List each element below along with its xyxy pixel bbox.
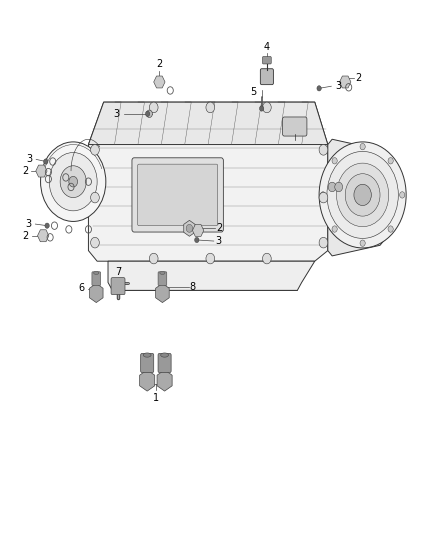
- Text: 2: 2: [22, 231, 28, 241]
- Text: 6: 6: [79, 282, 85, 293]
- FancyBboxPatch shape: [158, 353, 171, 373]
- Circle shape: [399, 192, 405, 198]
- Circle shape: [319, 144, 328, 155]
- Polygon shape: [157, 370, 172, 391]
- Circle shape: [41, 142, 106, 221]
- Text: 3: 3: [113, 109, 120, 119]
- Polygon shape: [328, 139, 397, 256]
- Circle shape: [194, 237, 199, 243]
- Polygon shape: [108, 261, 315, 290]
- Circle shape: [91, 237, 99, 248]
- Circle shape: [145, 111, 150, 116]
- Polygon shape: [38, 230, 49, 242]
- Circle shape: [206, 253, 215, 264]
- Polygon shape: [36, 165, 47, 177]
- FancyBboxPatch shape: [111, 278, 125, 295]
- FancyBboxPatch shape: [92, 272, 101, 286]
- FancyBboxPatch shape: [132, 158, 223, 232]
- FancyBboxPatch shape: [283, 117, 307, 136]
- Circle shape: [360, 240, 365, 246]
- Text: 5: 5: [251, 86, 257, 96]
- Circle shape: [146, 110, 152, 117]
- Circle shape: [91, 192, 99, 203]
- Polygon shape: [339, 76, 351, 88]
- Circle shape: [327, 151, 398, 238]
- Text: 2: 2: [355, 73, 361, 83]
- Polygon shape: [154, 76, 165, 88]
- Circle shape: [335, 182, 343, 192]
- Circle shape: [69, 176, 78, 187]
- Circle shape: [259, 106, 264, 111]
- Polygon shape: [88, 102, 328, 261]
- Circle shape: [332, 226, 337, 232]
- Circle shape: [345, 174, 380, 216]
- Circle shape: [388, 226, 393, 232]
- Circle shape: [319, 142, 406, 248]
- Circle shape: [354, 184, 371, 206]
- Text: 8: 8: [190, 281, 196, 292]
- Text: 2: 2: [156, 59, 162, 69]
- Circle shape: [262, 253, 271, 264]
- Circle shape: [60, 166, 86, 198]
- Polygon shape: [140, 370, 155, 391]
- Polygon shape: [89, 284, 103, 303]
- Circle shape: [262, 102, 271, 113]
- Circle shape: [44, 159, 48, 164]
- Circle shape: [336, 163, 389, 227]
- Circle shape: [332, 158, 337, 164]
- FancyBboxPatch shape: [262, 56, 271, 64]
- Text: 3: 3: [26, 219, 32, 229]
- Polygon shape: [88, 102, 328, 144]
- Circle shape: [49, 152, 97, 211]
- Text: 3: 3: [215, 236, 221, 246]
- Circle shape: [91, 144, 99, 155]
- Circle shape: [45, 223, 49, 228]
- Circle shape: [360, 143, 365, 150]
- Text: 2: 2: [22, 166, 28, 176]
- Circle shape: [319, 192, 328, 203]
- FancyBboxPatch shape: [141, 353, 154, 373]
- Circle shape: [321, 192, 325, 198]
- Text: 4: 4: [264, 42, 270, 52]
- Ellipse shape: [160, 271, 165, 274]
- Ellipse shape: [94, 271, 99, 274]
- Polygon shape: [192, 224, 204, 237]
- Ellipse shape: [161, 353, 169, 357]
- Ellipse shape: [143, 353, 151, 357]
- FancyBboxPatch shape: [158, 272, 167, 286]
- Text: 3: 3: [27, 155, 33, 164]
- Circle shape: [388, 158, 393, 164]
- Text: 3: 3: [336, 81, 342, 91]
- Circle shape: [149, 102, 158, 113]
- FancyBboxPatch shape: [260, 69, 273, 85]
- Circle shape: [149, 253, 158, 264]
- Circle shape: [186, 224, 193, 232]
- Circle shape: [206, 102, 215, 113]
- Circle shape: [328, 182, 336, 192]
- Polygon shape: [155, 284, 169, 303]
- Text: 7: 7: [115, 267, 121, 277]
- FancyBboxPatch shape: [138, 164, 218, 225]
- Circle shape: [319, 237, 328, 248]
- Text: 2: 2: [216, 223, 222, 233]
- Polygon shape: [184, 220, 195, 236]
- Circle shape: [317, 86, 321, 91]
- Text: 1: 1: [153, 393, 159, 403]
